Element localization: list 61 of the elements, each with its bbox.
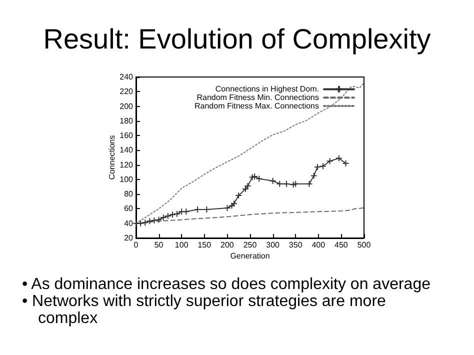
- point: [335, 154, 342, 162]
- point: [242, 185, 249, 192]
- x-tick-label: 450: [334, 240, 348, 250]
- legend-label: Random Fitness Min. Connections: [196, 93, 319, 102]
- point: [282, 180, 290, 188]
- y-tick-label: 40: [124, 218, 134, 228]
- point: [235, 192, 242, 200]
- y-tick-label: 240: [120, 72, 134, 82]
- point: [314, 164, 321, 171]
- point: [174, 210, 181, 218]
- x-tick-label: 400: [312, 240, 326, 250]
- line-series: [136, 207, 364, 224]
- y-tick-label: 200: [120, 102, 134, 111]
- point: [326, 158, 334, 165]
- chart-title: Result: Evolution of Complexity: [43, 24, 431, 54]
- y-axis-title: Connections: [107, 135, 116, 180]
- x-tick-label: 50: [154, 240, 164, 250]
- point: [146, 218, 154, 225]
- point: [269, 177, 276, 184]
- point: [248, 174, 256, 181]
- legend-label: Connections in Highest Dom.: [215, 84, 319, 94]
- point: [228, 202, 236, 210]
- point: [319, 162, 326, 170]
- x-axis-title: Generation: [230, 252, 270, 260]
- y-tick-label: 100: [120, 174, 134, 184]
- x-tick-label: 100: [174, 240, 189, 250]
- x-tick-label: 500: [357, 240, 372, 250]
- point: [142, 219, 149, 226]
- text: • As dominance increases so does complexity on average: [22, 276, 432, 293]
- point: [310, 172, 318, 180]
- text: • Networks with strictly superior strategies are more complex: [22, 293, 387, 327]
- legend-label: Random Fitness Max. Connections: [194, 102, 319, 110]
- point: [160, 214, 167, 222]
- x-tick-label: 350: [288, 240, 303, 250]
- point: [155, 216, 162, 224]
- point: [150, 216, 158, 224]
- y-tick-label: 140: [120, 146, 134, 155]
- y-tick-label: 180: [120, 116, 134, 126]
- point: [292, 180, 300, 188]
- point: [244, 182, 252, 190]
- point: [178, 208, 186, 216]
- x-tick-label: 200: [220, 240, 234, 250]
- point: [276, 180, 284, 188]
- x-tick-label: 300: [266, 240, 280, 250]
- point: [224, 204, 231, 212]
- point: [290, 181, 297, 188]
- y-tick-label: 120: [120, 160, 134, 170]
- line-series: [136, 82, 364, 224]
- y-tick-label: 80: [124, 190, 134, 199]
- y-tick-label: 20: [124, 234, 134, 242]
- point: [164, 212, 172, 220]
- point: [230, 200, 238, 208]
- point: [168, 211, 176, 218]
- x-tick-label: 150: [198, 240, 212, 250]
- x-tick-label: 0: [134, 240, 139, 250]
- point: [182, 208, 190, 216]
- x-tick-label: 250: [243, 240, 258, 250]
- y-tick-label: 160: [120, 131, 134, 140]
- y-tick-label: 60: [124, 204, 134, 214]
- y-tick-label: 220: [120, 87, 134, 96]
- point: [306, 180, 313, 188]
